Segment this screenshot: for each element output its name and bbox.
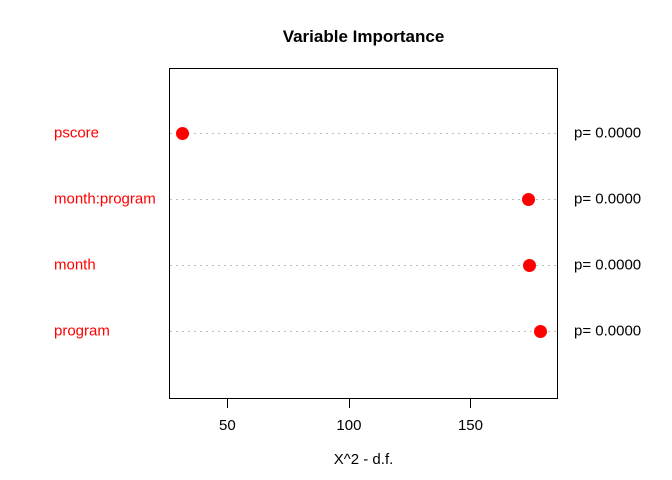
gridline <box>170 331 557 332</box>
category-label: program <box>54 322 110 340</box>
plot-area <box>169 68 558 399</box>
p-value-label: p= 0.0000 <box>574 322 642 340</box>
data-point <box>522 258 536 272</box>
chart-title: Variable Importance <box>282 27 445 46</box>
p-value-label: p= 0.0000 <box>574 124 642 142</box>
x-axis-tick-label: 50 <box>219 417 236 434</box>
category-label: month <box>54 256 96 274</box>
p-value-label: p= 0.0000 <box>574 256 642 274</box>
x-axis-label: X^2 - d.f. <box>333 451 394 468</box>
category-label: pscore <box>54 124 100 142</box>
x-axis-tick-label: 100 <box>336 417 362 434</box>
x-axis-tick-label: 150 <box>457 417 483 434</box>
gridline <box>170 133 557 134</box>
x-axis-tick <box>348 399 350 408</box>
x-axis-tick <box>470 399 472 408</box>
x-axis-tick <box>227 399 229 408</box>
gridline <box>170 199 557 200</box>
p-value-label: p= 0.0000 <box>574 190 642 208</box>
data-point <box>522 192 536 206</box>
data-point <box>176 126 190 140</box>
gridline <box>170 265 557 266</box>
category-label: month:program <box>54 190 156 208</box>
data-point <box>534 324 548 338</box>
